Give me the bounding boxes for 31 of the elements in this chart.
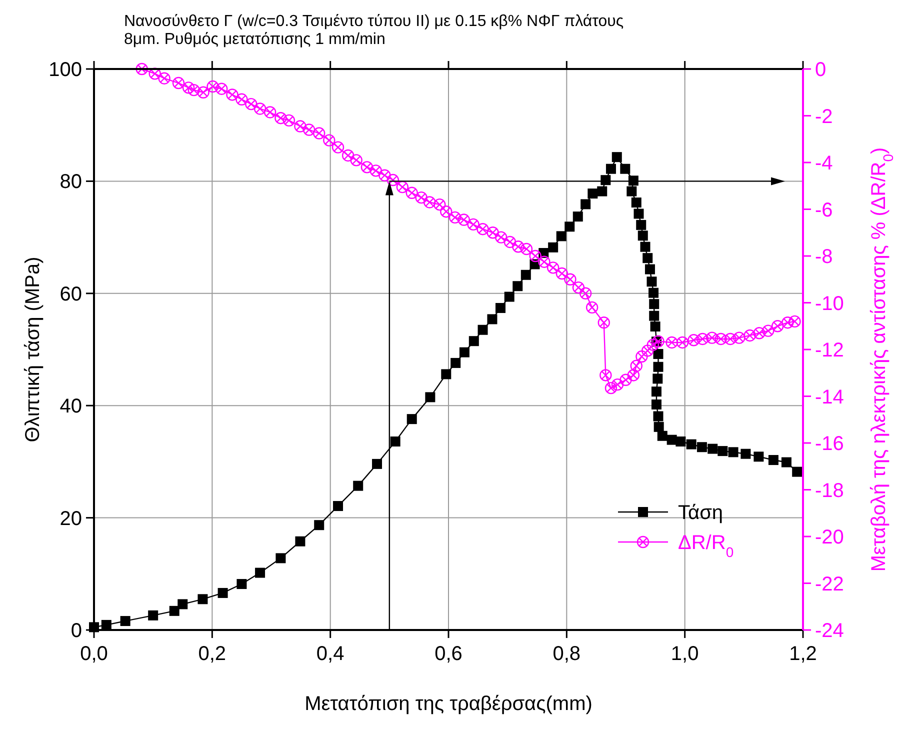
x-tick-label: 0,6 — [434, 643, 462, 665]
x-tick-label: 0,8 — [552, 643, 581, 665]
x-tick-label: 1,2 — [789, 643, 817, 665]
y2-tick-label: -24 — [815, 620, 844, 642]
y-tick-label: 20 — [60, 508, 82, 530]
y2-tick-label: -4 — [815, 152, 833, 174]
y2-tick-label: -14 — [815, 386, 844, 408]
x-tick-label: 0,0 — [80, 643, 108, 665]
y2-tick-label: -22 — [815, 573, 844, 596]
y2-tick-label: -8 — [815, 246, 833, 268]
y2-tick-label: -20 — [815, 526, 844, 548]
y-tick-label: 0 — [70, 620, 82, 642]
legend-label: Τάση — [678, 502, 724, 524]
y2-tick-label: 0 — [815, 59, 826, 81]
chart-title: Νανοσύνθετο Γ (w/c=0.3 Τσιμέντο τύπου ΙΙ) με 0.15 κβ% ΝΦΓ πλάτους 8μm. Ρυθμός μετατόπισης 1 mm/min — [124, 13, 624, 48]
x-tick-label: 0,2 — [198, 643, 226, 665]
y2-tick-label: -10 — [815, 292, 844, 315]
y-tick-label: 60 — [60, 283, 82, 306]
x-tick-label: 0,4 — [316, 643, 344, 665]
y-tick-label: 80 — [60, 171, 82, 194]
y2-tick-label: -6 — [815, 199, 833, 222]
y2-tick-label: -18 — [815, 480, 844, 502]
x-axis-title: Μετατόπιση της τραβέρσας(mm) — [304, 693, 592, 715]
y2-tick-label: -16 — [815, 433, 844, 455]
y-tick-label: 40 — [60, 396, 82, 418]
y-tick-label: 100 — [48, 59, 82, 81]
x-tick-label: 1,0 — [670, 643, 699, 665]
y2-tick-label: -2 — [815, 106, 833, 128]
y2-tick-label: -12 — [815, 340, 844, 362]
legend-label: ΔR/R$_{0}$ — [678, 532, 734, 560]
y-axis-title: Θλιπτική τάση (MPa) — [22, 256, 44, 442]
